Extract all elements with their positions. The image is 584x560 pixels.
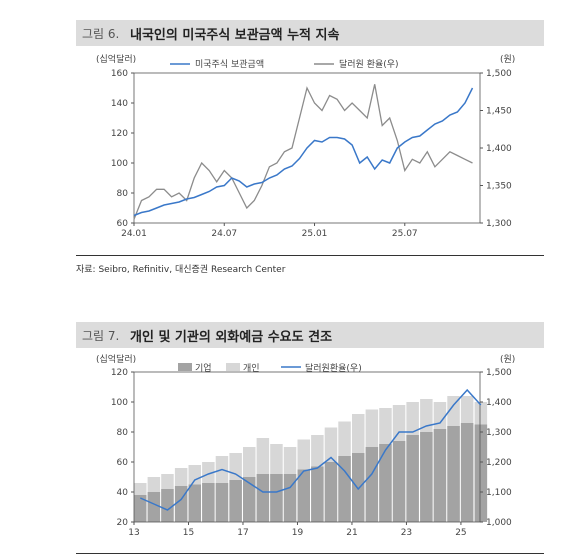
f7-ytick-label-3: 80 (117, 428, 129, 438)
fig7-legend-indiv-swatch (226, 363, 240, 371)
f7-ytick-label-4: 100 (111, 398, 128, 408)
fig7-bar-corp-18 (379, 444, 392, 522)
fig7-bar-corp-22 (433, 429, 447, 522)
fig6-y-unit-right: (원) (500, 54, 515, 65)
f7-xtick-label-6: 25 (455, 528, 466, 538)
f6-ytick-label-3: 120 (111, 129, 128, 139)
fig7-legend-indiv-label: 개인 (243, 363, 260, 374)
fig7-bars-corp (134, 423, 488, 522)
fig6-right-ticks: 1,300 1,350 1,400 1,450 1,500 (480, 69, 512, 229)
fig7-bar-corp-3 (174, 486, 188, 522)
f7-xtick-label-5: 23 (401, 528, 412, 538)
fig6-left-ticks: 60 80 100 120 140 160 (111, 69, 134, 229)
fig7-left-ticks: 20 40 60 80 100 120 (111, 368, 134, 528)
fig7-bar-corp-12 (297, 469, 310, 522)
fig7-y-unit-right: (원) (500, 354, 515, 365)
fig7-bar-corp-21 (420, 432, 433, 522)
f7-y2tick-label-2: 1,200 (486, 458, 512, 468)
f7-y2tick-label-3: 1,300 (486, 428, 512, 438)
f6-y2tick-label-1: 1,350 (486, 182, 512, 192)
fig7-bar-corp-4 (188, 484, 201, 522)
fig7-fx-line (139, 388, 482, 511)
fig6-series-blue (133, 87, 474, 217)
fig6-plot-frame (133, 72, 481, 224)
f6-ytick-label-5: 160 (111, 69, 128, 79)
fig7-bar-corp-8 (243, 477, 256, 522)
fig6-series-gray (133, 84, 473, 220)
fig7-bar-corp-10 (270, 474, 283, 522)
fig7-bar-corp-23 (447, 426, 460, 522)
fig7-bar-corp-2 (161, 489, 174, 522)
f6-ytick-label-4: 140 (111, 99, 128, 109)
fig7-bar-corp-1 (147, 492, 161, 522)
fig7-title-band: 그림 7. 개인 및 기관의 외화예금 수요도 견조 (76, 322, 544, 348)
fig7-bar-corp-5 (202, 483, 215, 522)
fig7-bar-corp-9 (256, 474, 270, 522)
fig6-title: 내국인의 미국주식 보관금액 누적 지속 (130, 28, 340, 43)
fig6-y-unit-left: (십억달러) (96, 53, 136, 65)
f6-y2tick-label-2: 1,400 (486, 144, 512, 154)
fig7-bar-corp-11 (283, 474, 297, 522)
fig7-bottom-rule (76, 553, 544, 554)
f7-xtick-label-4: 21 (346, 528, 357, 538)
fig6-legend: 미국주식 보관금액 달러원 환율(우) (170, 58, 399, 70)
fig7-title: 개인 및 기관의 외화예금 수요도 견조 (130, 330, 333, 345)
f6-xtick-label-0: 24.01 (121, 229, 147, 239)
f6-ytick-label-2: 100 (111, 159, 128, 169)
fig6-x-ticks: 24.01 24.07 25.01 25.07 (121, 223, 418, 239)
fig7-number: 그림 7. (82, 329, 120, 343)
fig7-legend-corp-label: 기업 (195, 363, 212, 374)
fig7-bar-corp-7 (229, 480, 242, 522)
f6-xtick-label-1: 24.07 (211, 229, 237, 239)
f6-y2tick-label-4: 1,500 (486, 69, 512, 79)
fig6-legend-gray-label: 달러원 환율(우) (339, 58, 399, 70)
f7-ytick-label-0: 20 (117, 518, 129, 528)
fig7-bar-corp-19 (392, 441, 406, 522)
fig6-number: 그림 6. (82, 27, 120, 41)
f7-ytick-label-2: 60 (117, 458, 129, 468)
f7-y2tick-label-1: 1,100 (486, 488, 512, 498)
fig7-bar-corp-6 (215, 483, 229, 522)
fig7-bar-corp-16 (352, 453, 365, 522)
fig7-bar-corp-13 (311, 466, 324, 522)
f7-ytick-label-5: 120 (111, 368, 128, 378)
fig7-legend: 기업 개인 달러원환율(우) (178, 362, 362, 374)
f6-y2tick-label-3: 1,450 (486, 107, 512, 117)
f7-ytick-label-1: 40 (117, 488, 129, 498)
fig7-bar-corp-0 (134, 495, 147, 522)
f6-y2tick-label-0: 1,300 (486, 219, 512, 229)
fig7-bar-corp-25 (474, 424, 488, 522)
fig7-plot-frame (133, 371, 481, 523)
f6-ytick-label-1: 80 (117, 189, 129, 199)
f6-xtick-label-2: 25.01 (302, 229, 328, 239)
fig7-bar-corp-17 (365, 447, 379, 522)
f6-ytick-label-0: 60 (117, 219, 129, 229)
f7-y2tick-label-0: 1,000 (486, 518, 512, 528)
f6-xtick-label-3: 25.07 (392, 229, 418, 239)
fig6-source: 자료: Seibro, Refinitiv, 대신증권 Research Cen… (76, 265, 286, 275)
fig7-bar-corp-15 (338, 456, 351, 522)
fig7-legend-fx-label: 달러원환율(우) (305, 362, 362, 374)
fig7-bar-corp-24 (460, 423, 474, 522)
fig7-chart: (십억달러) (원) 20 40 60 80 100 120 1,000 1,100 1,20… (96, 353, 515, 538)
fig6-title-band: 그림 6. 내국인의 미국주식 보관금액 누적 지속 (76, 20, 544, 46)
fig7-bar-corp-20 (406, 435, 419, 522)
f7-y2tick-label-5: 1,500 (486, 368, 512, 378)
f7-y2tick-label-4: 1,400 (486, 398, 512, 408)
fig6-bottom-rule (76, 255, 544, 256)
f7-xtick-label-2: 17 (237, 528, 248, 538)
fig7-bar-corp-14 (324, 462, 338, 522)
fig6-legend-blue-label: 미국주식 보관금액 (195, 58, 264, 70)
fig7-x-ticks: 13 15 17 19 21 23 25 (128, 522, 467, 538)
f7-xtick-label-0: 13 (128, 528, 139, 538)
fig7-y-unit-left: (십억달러) (96, 353, 136, 365)
fig7-right-ticks: 1,000 1,100 1,200 1,300 1,400 1,500 (480, 368, 512, 528)
f7-xtick-label-3: 19 (292, 528, 304, 538)
f7-xtick-label-1: 15 (183, 528, 194, 538)
fig7-legend-corp-swatch (178, 363, 192, 371)
